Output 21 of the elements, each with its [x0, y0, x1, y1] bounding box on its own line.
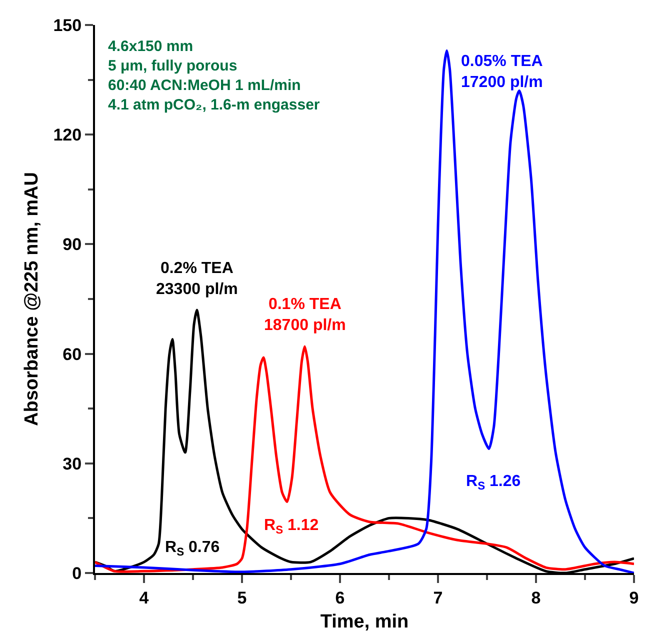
y-tick-label: 90: [62, 235, 82, 254]
y-tick-label: 0: [72, 564, 82, 583]
annotation: 4.6x150 mm 5 μm, fully porous 60:40 ACN:MeOH 1 mL/min 4.1 atm pCO₂, 1.6-m engasser: [108, 38, 320, 114]
y-axis-title: Absorbance @225 nm, mAU: [22, 172, 43, 426]
annotation: R$_{S}$ 1.12: [264, 517, 319, 536]
x-tick-label: 7: [433, 588, 443, 608]
series-label: 0.2% TEA 23300 pl/m: [156, 260, 238, 298]
y-tick-label: 150: [53, 16, 82, 35]
x-tick-label: 5: [237, 588, 247, 608]
series-label: 0.05% TEA 17200 pl/m: [461, 53, 544, 91]
x-tick-label: 6: [335, 588, 345, 608]
y-tick-label: 120: [53, 126, 82, 145]
x-tick-label: 8: [531, 588, 541, 608]
annotation: R$_{S}$ 1.26: [466, 473, 521, 492]
x-axis-title: Time, min: [320, 612, 409, 633]
y-tick-label: 30: [62, 454, 82, 474]
series-label: 0.1% TEA 18700 pl/m: [264, 296, 346, 334]
x-tick-label: 4: [139, 588, 150, 608]
x-tick-label: 9: [629, 588, 639, 608]
annotation: R$_{S}$ 0.76: [165, 539, 220, 558]
y-tick-label: 60: [62, 344, 82, 364]
